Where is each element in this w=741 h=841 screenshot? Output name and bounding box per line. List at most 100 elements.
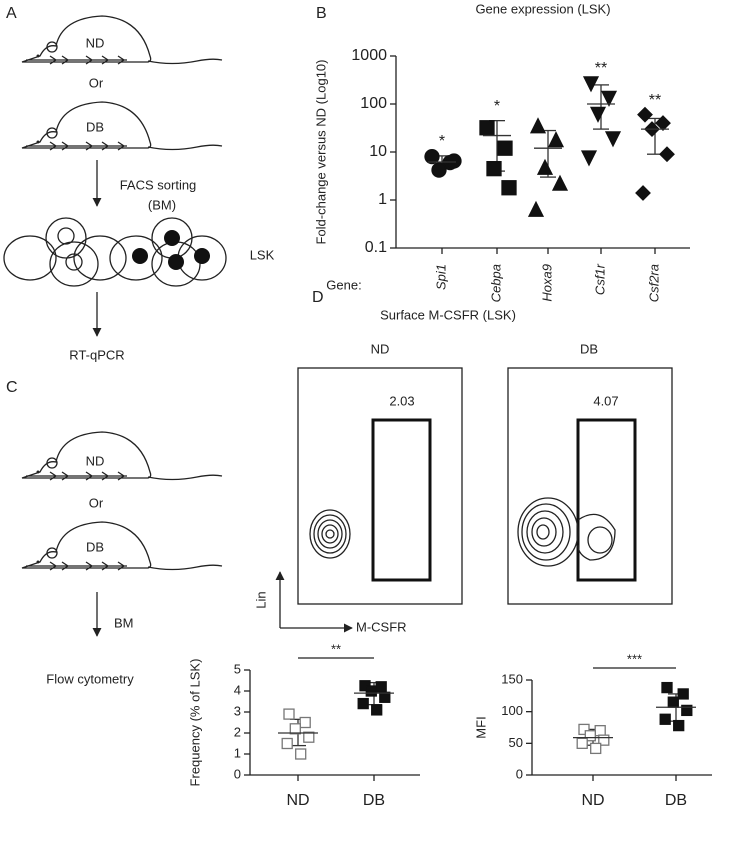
x-tick-label: DB <box>665 792 687 809</box>
data-point <box>431 162 447 178</box>
gate <box>576 418 637 582</box>
y-tick-label: 0.1 <box>365 239 387 256</box>
data-point <box>667 696 679 708</box>
data-point <box>424 149 440 165</box>
step-label: FACS sorting <box>120 177 197 192</box>
flow-frame <box>507 367 673 605</box>
flow-title: ND <box>371 341 390 356</box>
x-tick-label: Cebpa <box>488 264 503 302</box>
data-point <box>379 691 391 703</box>
x-tick-label: Csf1r <box>592 263 607 295</box>
data-point <box>303 731 315 743</box>
data-point <box>371 704 383 716</box>
data-point <box>547 131 565 148</box>
data-point <box>578 723 590 736</box>
data-point <box>551 174 569 191</box>
data-point <box>598 734 610 746</box>
data-point <box>580 150 598 167</box>
mouse-icon <box>21 521 223 571</box>
group-label: ND <box>86 453 105 468</box>
data-point <box>589 106 607 123</box>
data-point <box>659 713 671 725</box>
x-tick-label: ND <box>286 792 309 809</box>
flow-plots: ND DB 2.03 4.07 Lin M-CSFR <box>253 341 673 634</box>
data-point <box>357 697 369 710</box>
or-label: Or <box>89 75 104 90</box>
data-point <box>600 90 618 107</box>
data-point <box>655 115 671 132</box>
mouse-icon <box>21 101 223 151</box>
data-point <box>635 185 651 201</box>
data-point <box>594 725 606 737</box>
data-point <box>661 681 673 694</box>
flow-frame <box>297 367 463 605</box>
y-axis-label: Fold-change versus ND (Log10) <box>313 60 328 245</box>
y-tick-label: 1000 <box>351 47 387 64</box>
panel-label: A <box>6 5 17 22</box>
significance: ** <box>595 60 607 77</box>
panel-label: D <box>312 289 324 306</box>
x-tick-label: DB <box>363 792 385 809</box>
data-point <box>582 76 600 93</box>
panel-title: Surface M-CSFR (LSK) <box>380 307 516 322</box>
y-tick-label: 10 <box>369 143 387 160</box>
data-point <box>479 120 495 136</box>
y-tick-label: 3 <box>234 703 241 718</box>
mouse-icon <box>21 431 223 481</box>
data-point <box>527 200 545 217</box>
data-point <box>281 737 293 750</box>
y-tick-label: 2 <box>234 724 241 739</box>
data-point <box>289 723 301 735</box>
data-point <box>590 742 602 755</box>
data-point <box>486 160 502 177</box>
y-tick-label: 5 <box>234 661 241 676</box>
data-point <box>681 704 693 717</box>
gate <box>371 418 432 582</box>
data-point <box>604 131 622 148</box>
data-point <box>677 688 689 700</box>
y-tick-label: 1 <box>378 191 387 208</box>
data-point <box>501 180 517 196</box>
y-axis-label: Frequency (% of LSK) <box>187 659 202 787</box>
flow-title: DB <box>580 341 598 356</box>
data-point <box>295 748 307 760</box>
significance: * <box>494 98 500 115</box>
y-tick-label: 150 <box>501 671 523 686</box>
y-tick-label: 100 <box>360 95 387 112</box>
y-axis-label: MFI <box>473 716 488 738</box>
x-tick-label: ND <box>581 792 604 809</box>
y-tick-label: 50 <box>509 735 523 750</box>
chart-title: Gene expression (LSK) <box>475 1 610 16</box>
data-point <box>375 681 387 693</box>
group-label: ND <box>86 35 105 50</box>
data-point <box>576 737 588 749</box>
data-point <box>497 140 513 156</box>
significance: ** <box>331 641 341 656</box>
data-point <box>446 153 462 169</box>
or-label: Or <box>89 495 104 510</box>
gate-value: 2.03 <box>389 393 414 408</box>
contours <box>309 497 616 567</box>
group-label: DB <box>86 539 104 554</box>
y-tick-label: 100 <box>501 703 523 718</box>
data-point <box>529 117 547 134</box>
data-point <box>299 716 311 729</box>
significance: *** <box>627 651 642 666</box>
data-point <box>283 708 295 720</box>
axis-label: Lin <box>253 591 268 608</box>
panel-label: B <box>316 5 327 22</box>
data-point <box>659 146 675 163</box>
axis-label: M-CSFR <box>356 619 407 634</box>
x-axis-label: Gene: <box>326 277 361 292</box>
step-label: Flow cytometry <box>46 671 134 686</box>
step-label: RT-qPCR <box>69 347 124 362</box>
x-tick-label: Spi1 <box>433 264 448 290</box>
y-tick-label: 4 <box>234 682 241 697</box>
cells-icon <box>3 217 127 287</box>
step-label: (BM) <box>148 197 176 212</box>
cells-icon <box>109 217 227 287</box>
significance: ** <box>649 92 661 109</box>
panel-label: C <box>6 379 18 396</box>
data-point <box>584 730 596 742</box>
